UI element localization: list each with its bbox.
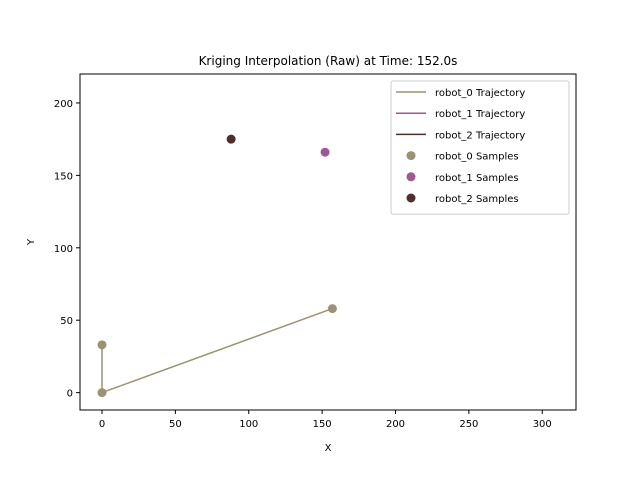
- y-tick-label: 100: [54, 244, 73, 255]
- sample-point-series-3: [97, 340, 107, 350]
- legend-label: robot_1 Trajectory: [435, 109, 525, 120]
- x-tick-label: 100: [239, 419, 258, 430]
- plot-frame: [79, 73, 577, 411]
- x-tick-label: 150: [313, 419, 332, 430]
- trajectory-line-series-0: [101, 307, 333, 394]
- legend: robot_0 Trajectory robot_1 Trajectory robo…: [390, 80, 570, 215]
- sample-point-series-5: [226, 134, 236, 144]
- legend-label: robot_0 Samples: [435, 152, 519, 163]
- sample-point-series-3: [327, 304, 337, 314]
- legend-marker-swatch: [406, 193, 416, 203]
- x-tick-label: 300: [533, 419, 552, 430]
- legend-marker-swatch: [406, 151, 416, 161]
- legend-label: robot_0 Trajectory: [435, 88, 525, 99]
- y-tick-label: 150: [54, 171, 73, 182]
- legend-label: robot_2 Samples: [435, 194, 519, 205]
- chart-marks: [97, 134, 337, 398]
- x-tick-label: 0: [99, 419, 105, 430]
- x-tick-label: 200: [386, 419, 405, 430]
- legend-box: [390, 80, 570, 215]
- legend-label: robot_1 Samples: [435, 173, 519, 184]
- x-tick-label: 250: [459, 419, 478, 430]
- sample-point-series-4: [320, 147, 330, 157]
- legend-marker-swatch: [406, 172, 416, 182]
- x-tick-label: 50: [169, 419, 182, 430]
- sample-point-series-3: [97, 388, 107, 398]
- axis-ticks: 0 50 100 150 200 250 300 0 50 100 150 200: [54, 99, 552, 430]
- x-axis-label: X: [325, 443, 332, 454]
- chart-title: Kriging Interpolation (Raw) at Time: 152…: [199, 54, 458, 68]
- y-tick-label: 0: [67, 389, 73, 400]
- legend-label: robot_2 Trajectory: [435, 130, 525, 141]
- y-tick-label: 200: [54, 99, 73, 110]
- y-tick-label: 50: [60, 316, 73, 327]
- y-axis-label: Y: [26, 238, 37, 246]
